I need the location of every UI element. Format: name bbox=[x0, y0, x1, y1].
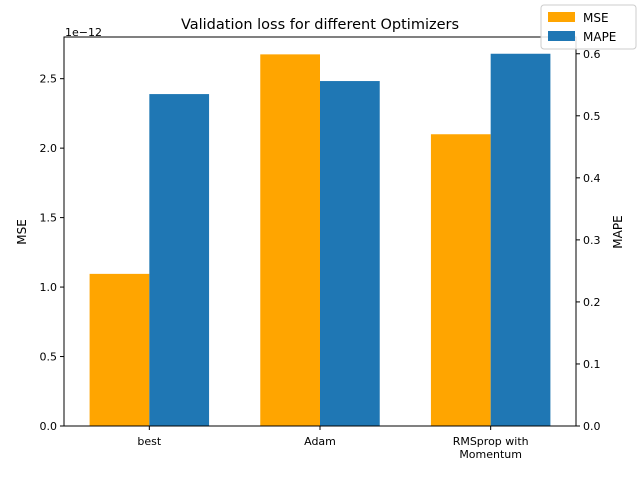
bar-mape-2 bbox=[490, 53, 551, 426]
bar-mape-1 bbox=[320, 81, 380, 427]
bar-group bbox=[89, 53, 551, 427]
y-right-tick-label: 0.4 bbox=[583, 172, 601, 185]
legend: MSE MAPE bbox=[540, 4, 637, 50]
y-right-tick-label: 0.1 bbox=[583, 358, 601, 371]
bar-mape-0 bbox=[149, 94, 210, 426]
bar-mse-2 bbox=[430, 134, 491, 426]
bar-mse-1 bbox=[260, 54, 320, 427]
bar-mse-0 bbox=[89, 273, 150, 426]
legend-label-mape: MAPE bbox=[583, 30, 616, 44]
x-tick-label: Adam bbox=[304, 435, 336, 448]
axes: 0.0 0.5 1.0 1.5 2.0 2.5 0.0 0.1 0.2 0.3 0.4 0.5 0.6 b… bbox=[40, 36, 601, 461]
chart-title: Validation loss for different Optimizers bbox=[181, 17, 459, 33]
x-tick-label: RMSprop with Momentum bbox=[453, 435, 529, 461]
legend-label-mse: MSE bbox=[583, 11, 609, 25]
y-right-tick-label: 0.6 bbox=[583, 48, 601, 61]
y-left-tick-label: 1.0 bbox=[40, 281, 58, 294]
legend-swatch-mape bbox=[548, 31, 575, 41]
legend-swatch-mse bbox=[548, 12, 575, 22]
y-right-tick-label: 0.0 bbox=[583, 420, 601, 433]
y-left-tick-label: 2.5 bbox=[40, 73, 58, 86]
x-tick-label: best bbox=[137, 435, 161, 448]
y-left-multiplier: 1e−12 bbox=[65, 26, 102, 39]
y-right-axis-label: MAPE bbox=[611, 215, 625, 248]
y-right-tick-label: 0.3 bbox=[583, 234, 601, 247]
y-left-axis-label: MSE bbox=[15, 219, 29, 245]
y-left-tick-label: 0.0 bbox=[40, 420, 58, 433]
y-right-tick-label: 0.5 bbox=[583, 110, 601, 123]
y-right-tick-label: 0.2 bbox=[583, 296, 601, 309]
y-left-tick-label: 0.5 bbox=[40, 351, 58, 364]
y-left-tick-label: 2.0 bbox=[40, 142, 58, 155]
y-left-tick-label: 1.5 bbox=[40, 212, 58, 225]
